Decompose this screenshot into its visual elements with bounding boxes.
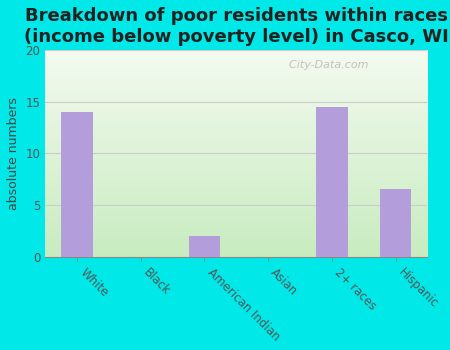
Bar — [61, 112, 93, 257]
Text: City-Data.com: City-Data.com — [282, 61, 369, 70]
Title: Breakdown of poor residents within races
(income below poverty level) in Casco, : Breakdown of poor residents within races… — [24, 7, 449, 46]
Y-axis label: absolute numbers: absolute numbers — [7, 97, 20, 210]
Bar — [380, 189, 411, 257]
Bar — [189, 236, 220, 257]
Bar — [316, 107, 348, 257]
